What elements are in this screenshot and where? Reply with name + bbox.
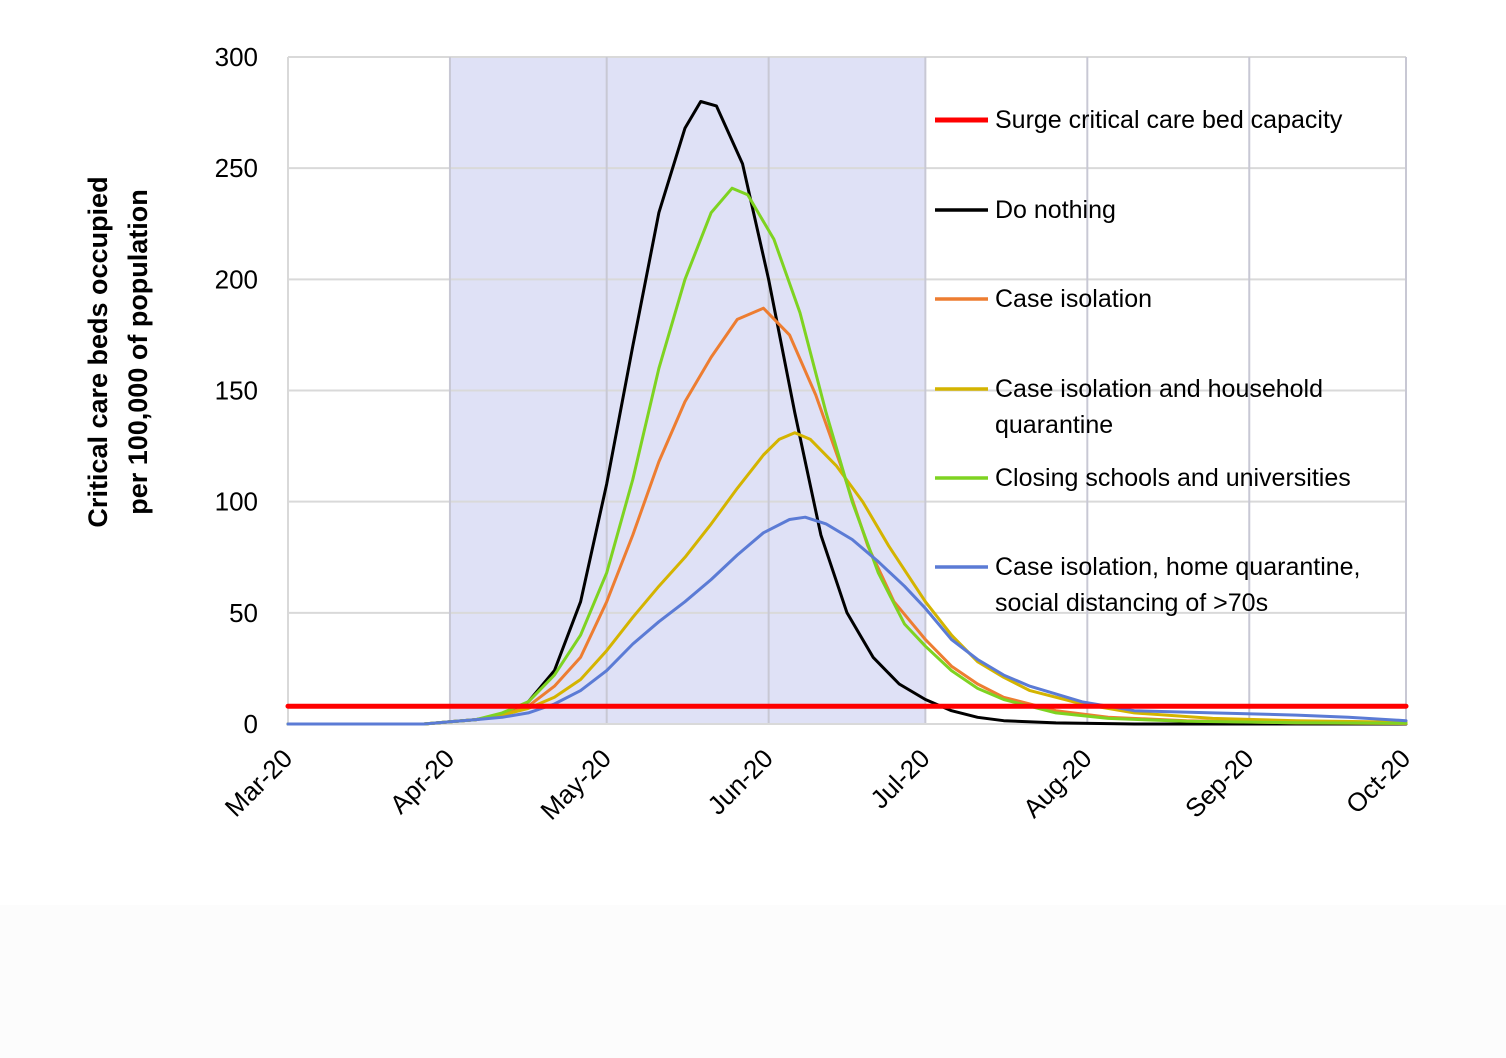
x-tick-label: Apr-20 <box>384 743 460 819</box>
legend: Surge critical care bed capacity Do nothi… <box>935 106 1361 617</box>
y-tick-label: 100 <box>215 487 258 517</box>
legend-label: Closing schools and universities <box>995 464 1351 492</box>
legend-label: Do nothing <box>995 196 1116 224</box>
y-tick-label: 300 <box>215 42 258 72</box>
y-axis-title-line: per 100,000 of population <box>123 189 153 515</box>
y-tick-labels: 0 50 100 150 200 250 300 <box>215 42 258 739</box>
legend-item: Do nothing <box>935 196 1116 224</box>
legend-item: Case isolation, home quarantine, social d… <box>935 553 1361 617</box>
legend-item: Case isolation and household quarantine <box>935 375 1323 439</box>
legend-label: Case isolation and household <box>995 375 1323 403</box>
y-tick-label: 0 <box>244 709 258 739</box>
legend-label: Surge critical care bed capacity <box>995 106 1343 134</box>
legend-label: Case isolation <box>995 285 1152 313</box>
x-tick-label: Mar-20 <box>219 743 298 822</box>
y-tick-label: 150 <box>215 376 258 406</box>
x-tick-label: Oct-20 <box>1340 743 1416 819</box>
bottom-blank-strip <box>0 905 1506 1058</box>
x-tick-label: Aug-20 <box>1017 743 1097 823</box>
y-tick-label: 250 <box>215 153 258 183</box>
x-tick-label: Sep-20 <box>1179 743 1259 823</box>
x-tick-labels: Mar-20 Apr-20 May-20 Jun-20 Jul-20 Aug-20 Sep-… <box>219 743 1416 826</box>
y-tick-label: 50 <box>229 598 258 628</box>
series-layer <box>285 100 1409 726</box>
legend-item: Closing schools and universities <box>935 464 1351 492</box>
y-tick-label: 200 <box>215 264 258 294</box>
y-axis-title: Critical care beds occupied per 100,000 o… <box>83 176 153 527</box>
legend-item: Case isolation <box>935 285 1152 313</box>
legend-label: quarantine <box>995 411 1113 439</box>
series-line-5 <box>286 515 1408 726</box>
series-line-4 <box>286 186 1408 726</box>
x-tick-label: Jul-20 <box>864 743 935 814</box>
legend-item: Surge critical care bed capacity <box>935 106 1343 134</box>
x-tick-label: May-20 <box>534 743 617 826</box>
chart: 0 50 100 150 200 250 300 Mar-20 Apr-20 May-20 Jun… <box>83 42 1416 826</box>
y-axis-title-line: Critical care beds occupied <box>83 176 113 527</box>
legend-label: social distancing of >70s <box>995 589 1268 617</box>
x-tick-label: Jun-20 <box>701 743 778 820</box>
legend-label: Case isolation, home quarantine, <box>995 553 1361 581</box>
